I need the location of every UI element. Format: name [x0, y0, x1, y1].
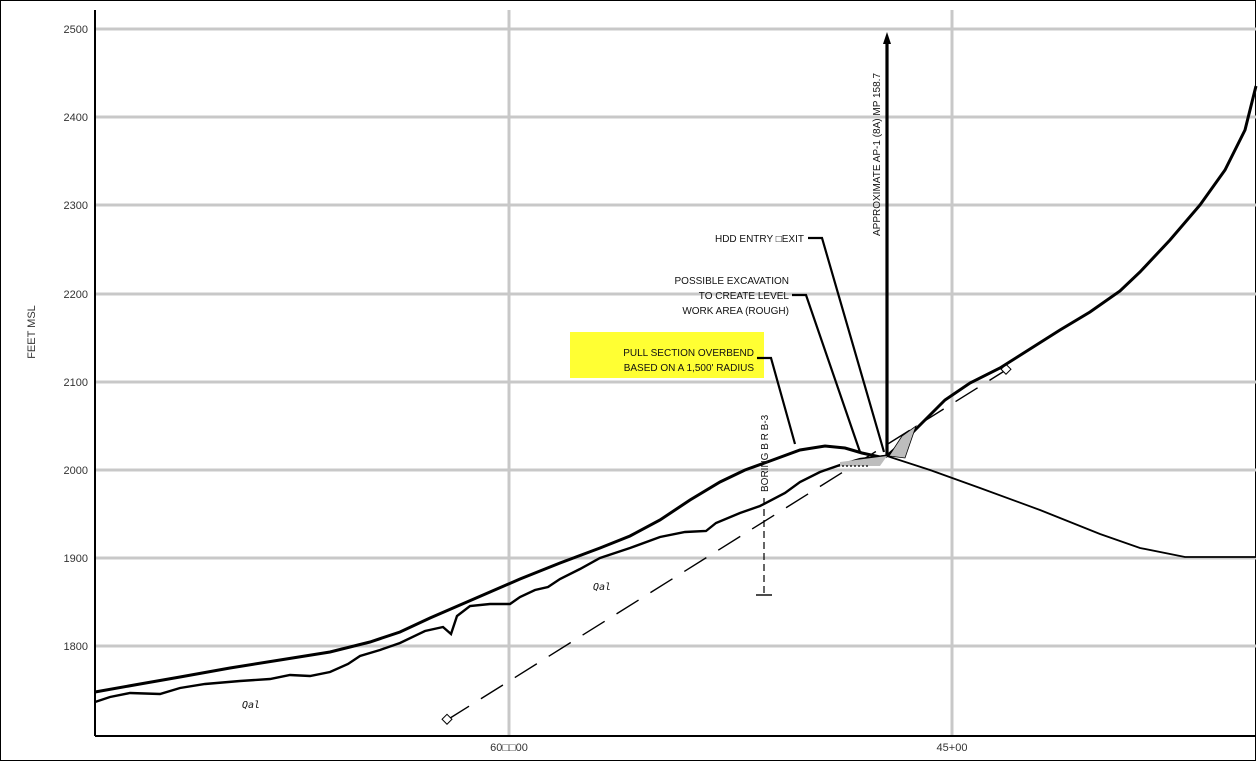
bore-endpoint-left — [441, 713, 453, 725]
existing-ground-surface-left — [94, 444, 888, 694]
y-tick-2300: 2300 — [64, 200, 88, 212]
y-tick-1900: 1900 — [64, 553, 88, 565]
hdd-entry-leader — [808, 236, 886, 453]
overbend-label-line-2: BASED ON A 1,500' RADIUS — [624, 363, 755, 374]
excavation-label-line-3: WORK AREA (ROUGH) — [682, 306, 789, 317]
excavation-shade-left — [840, 456, 887, 466]
y-axis-title: FEET MSL — [26, 305, 38, 359]
excavation-label-line-1: POSSIBLE EXCAVATION — [675, 276, 789, 287]
existing-ground-surface-right — [886, 85, 1258, 458]
ap-marker-label: APPROXIMATE AP-1 (8A) MP 158.7 — [872, 73, 883, 236]
geology-label-qal-lower: Qal — [242, 700, 260, 711]
boring-label: BORING B R B-3 — [760, 414, 771, 492]
y-tick-1800: 1800 — [64, 641, 88, 653]
excavation-shade-right — [888, 424, 917, 459]
geology-label-qal-upper: Qal — [593, 582, 611, 593]
y-tick-labels: 2500 2400 2300 2200 2100 2000 1900 1800 — [64, 24, 88, 653]
hdd-pilot-bore-line — [446, 369, 1007, 721]
overbend-highlight — [570, 332, 764, 378]
excavation-label-line-2: TO CREATE LEVEL — [699, 291, 790, 302]
y-tick-2100: 2100 — [64, 377, 88, 389]
overbend-leader — [757, 356, 797, 445]
y-tick-2400: 2400 — [64, 112, 88, 124]
y-tick-2500: 2500 — [64, 24, 88, 36]
excavation-leader — [792, 293, 862, 453]
hdd-pipe-profile — [886, 455, 1256, 558]
overbend-label-line-1: PULL SECTION OVERBEND — [623, 348, 754, 359]
x-tick-45-00: 45+00 — [937, 742, 968, 754]
x-tick-60-00: 60□□00 — [490, 742, 528, 754]
hdd-entry-label: HDD ENTRY □EXIT — [715, 234, 804, 245]
y-tick-2000: 2000 — [64, 465, 88, 477]
ap-marker-arrowhead — [883, 32, 891, 44]
grid — [95, 10, 1256, 736]
y-tick-2200: 2200 — [64, 289, 88, 301]
